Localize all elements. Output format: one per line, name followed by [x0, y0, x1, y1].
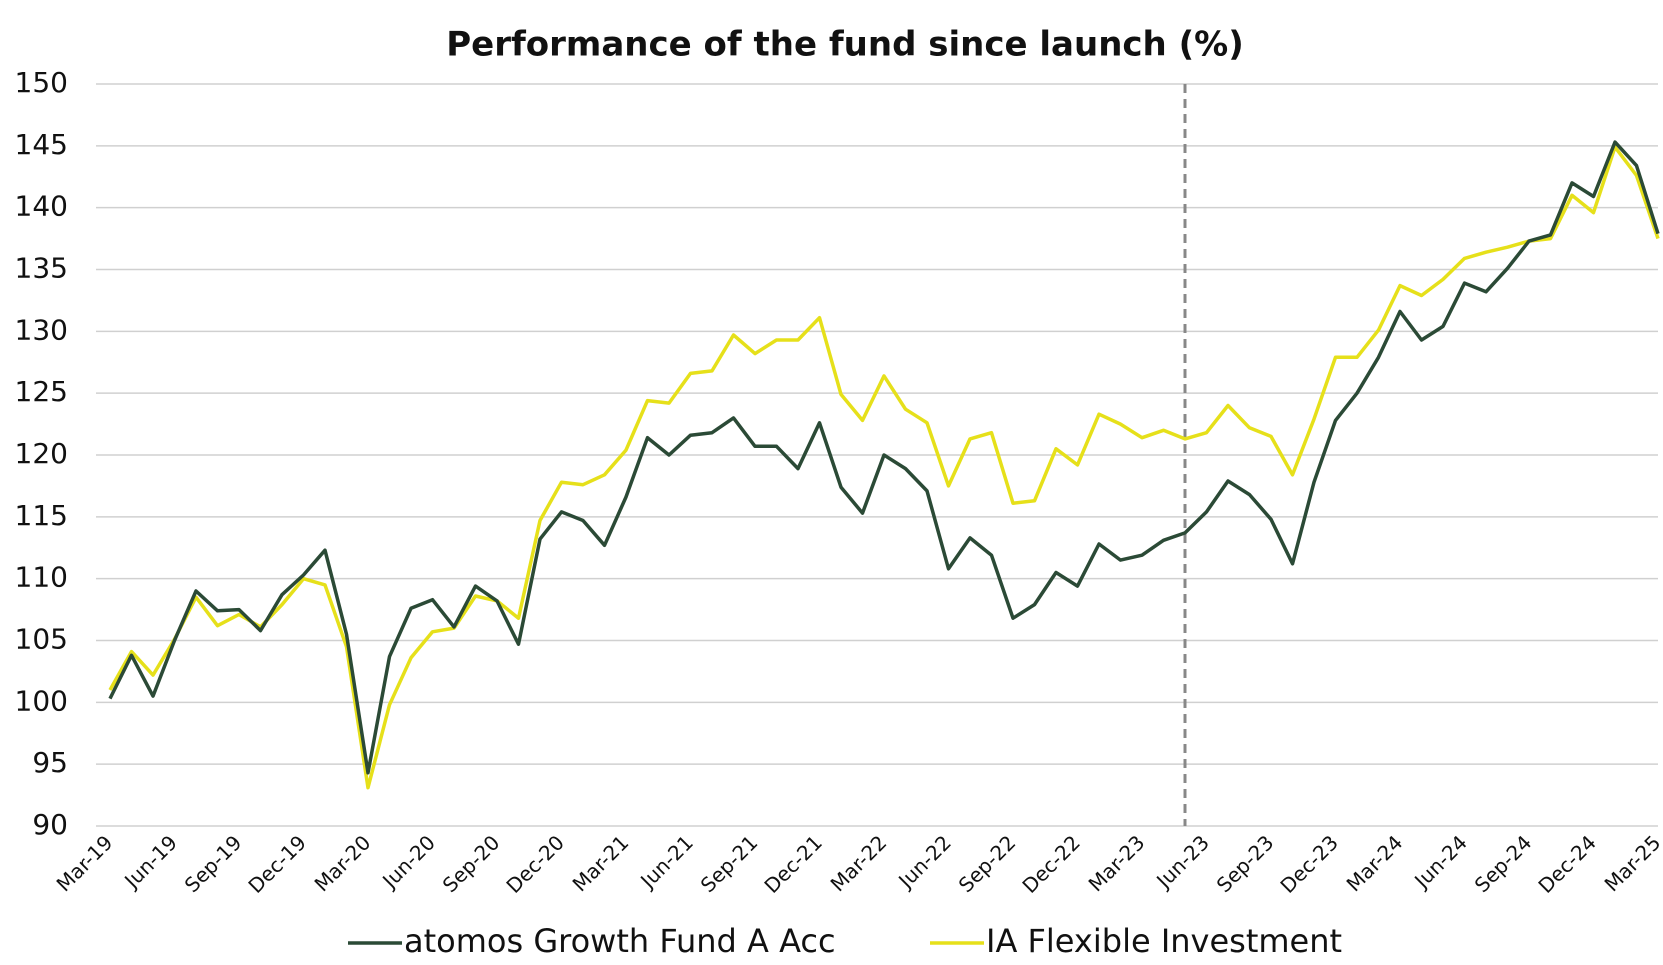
x-tick-label: Sep-24 — [1470, 830, 1537, 897]
x-tick-label: Sep-23 — [1212, 830, 1279, 897]
x-tick-label: Jun-24 — [1408, 830, 1472, 894]
x-tick-label: Mar-24 — [1342, 830, 1408, 896]
x-tick-label: Mar-22 — [826, 830, 892, 896]
x-tick-label: Dec-22 — [1017, 830, 1084, 897]
y-tick-label: 130 — [15, 313, 68, 346]
series-line — [108, 145, 1660, 790]
x-tick-label: Jun-22 — [892, 830, 956, 894]
x-tick-label: Dec-23 — [1275, 830, 1342, 897]
x-tick-label: Mar-25 — [1600, 830, 1663, 896]
legend-label: atomos Growth Fund A Acc — [404, 922, 836, 960]
y-tick-label: 140 — [15, 190, 68, 223]
y-tick-label: 110 — [15, 561, 68, 594]
x-tick-label: Mar-23 — [1084, 830, 1150, 896]
series-line — [108, 140, 1660, 775]
y-tick-label: 120 — [15, 437, 68, 470]
chart-title: Performance of the fund since launch (%) — [446, 25, 1244, 65]
x-tick-label: Mar-20 — [310, 830, 376, 896]
y-tick-label: 115 — [15, 499, 68, 532]
x-tick-label: Dec-24 — [1533, 830, 1600, 897]
y-tick-label: 90 — [32, 808, 68, 841]
x-tick-label: Jun-21 — [634, 830, 698, 894]
y-tick-label: 105 — [15, 623, 68, 656]
x-tick-label: Sep-20 — [438, 830, 505, 897]
x-tick-label: Sep-21 — [696, 830, 763, 897]
x-tick-label: Dec-21 — [759, 830, 826, 897]
x-tick-label: Mar-21 — [568, 830, 634, 896]
y-tick-label: 150 — [15, 66, 68, 99]
y-tick-label: 135 — [15, 252, 68, 285]
x-tick-label: Dec-19 — [243, 830, 310, 897]
x-tick-label: Sep-19 — [180, 830, 247, 897]
y-tick-label: 100 — [15, 684, 68, 717]
legend-label: IA Flexible Investment — [986, 922, 1342, 960]
x-tick-label: Sep-22 — [954, 830, 1021, 897]
x-tick-label: Jun-20 — [376, 830, 440, 894]
y-tick-label: 145 — [15, 128, 68, 161]
y-tick-label: 125 — [15, 375, 68, 408]
x-tick-label: Jun-23 — [1150, 830, 1214, 894]
x-tick-label: Dec-20 — [501, 830, 568, 897]
y-tick-label: 95 — [32, 746, 68, 779]
x-tick-label: Jun-19 — [118, 830, 182, 894]
